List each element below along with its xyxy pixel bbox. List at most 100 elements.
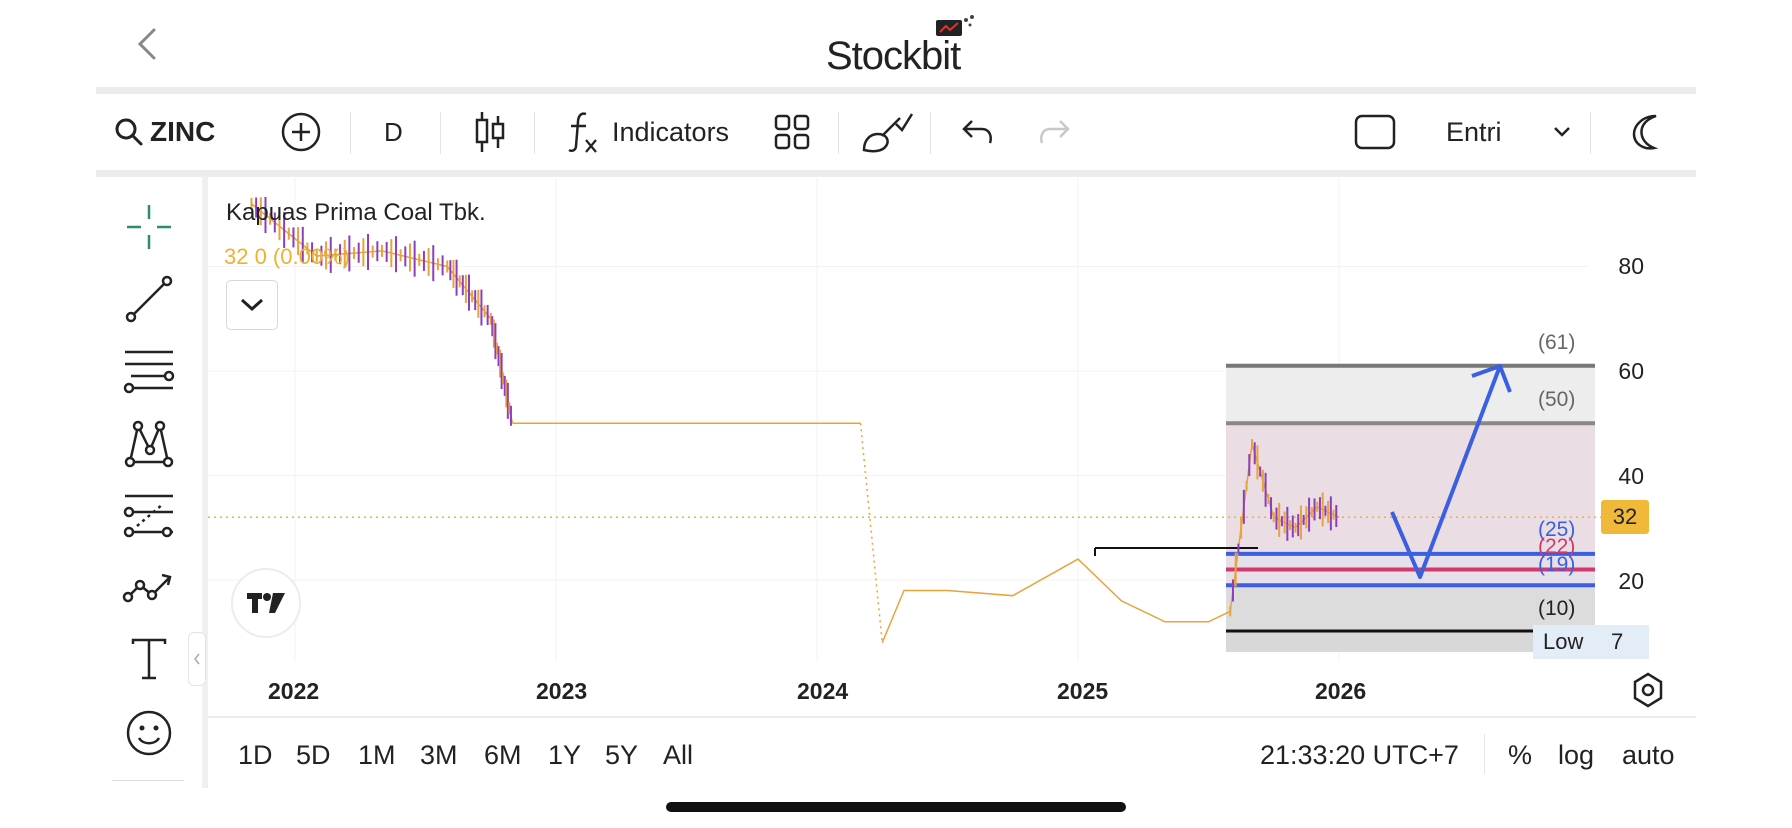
last-price-value: 32 [1612,504,1638,529]
toolbar-divider [350,112,351,154]
range-all[interactable]: All [663,740,694,770]
clock: 21:33:20 UTC+7 [1260,740,1459,770]
fib-label-50: (50) [1538,388,1576,411]
candlestick-icon [475,112,505,152]
layout-label: Entri [1446,116,1502,147]
price-line-2022 [251,203,514,424]
trend-line-tool[interactable] [118,268,180,330]
bottom-divider [1484,734,1485,774]
chart-area[interactable] [208,176,1696,716]
crosshair-icon [127,205,171,249]
interval-button[interactable]: D [384,96,403,168]
fib-label-10: (10) [1538,597,1576,620]
price-chart [208,176,1603,662]
fib-label-19: (19) [1538,553,1576,576]
path-icon [122,573,172,603]
toolbar-divider [534,112,535,154]
range-5y[interactable]: 5Y [605,740,639,770]
symbol-label: ZINC [150,116,216,147]
toolbar-divider [1590,112,1591,154]
low-value: 7 [1611,629,1624,654]
forecast-tool[interactable] [118,484,180,546]
pattern-tool[interactable] [118,412,180,474]
fib-retracement-icon [123,350,175,394]
projection-arrowhead [1471,364,1512,393]
grid-icon [774,114,810,150]
text-icon [131,638,167,680]
square-icon [1354,114,1396,150]
tradingview-logo[interactable] [231,568,301,638]
brush-check-icon [862,113,914,153]
back-button[interactable] [128,24,168,64]
crosshair-tool[interactable] [118,196,180,258]
range-3m[interactable]: 3M [420,740,458,770]
indicators-button[interactable]: Indicators [566,96,729,168]
chevron-left-small-icon [194,653,200,665]
fib-zone-61-50 [1226,365,1595,424]
x-label: 2025 [1057,678,1109,704]
tradingview-icon [247,593,285,613]
chart-type-button[interactable] [474,96,506,168]
compare-button[interactable] [280,96,322,168]
x-label: 2024 [797,678,849,704]
projection-arrow [1390,365,1502,579]
y-tick: 20 [1618,568,1644,594]
trend-line-icon [125,275,173,323]
range-6m[interactable]: 6M [484,740,522,770]
chevron-down-icon [240,298,264,312]
y-tick: 40 [1618,463,1644,489]
fib-zone-10-low [1226,632,1595,652]
undo-icon [962,120,992,144]
toolbar-divider [930,112,931,154]
y-tick: 60 [1618,358,1644,384]
pattern-icon [124,420,174,468]
log-toggle[interactable]: log [1558,740,1595,770]
sidebar-collapse-handle[interactable] [188,632,206,686]
axis-divider [208,716,1696,718]
sidebar-divider [202,176,208,788]
range-5d[interactable]: 5D [296,740,331,770]
x-label: 2022 [268,678,320,704]
fib-label-22: (22) [1538,535,1576,558]
symbol-search[interactable]: ZINC [114,96,215,168]
range-1m[interactable]: 1M [358,740,396,770]
range-1y[interactable]: 1Y [548,740,582,770]
axis-settings-button[interactable] [1628,670,1668,710]
drawings-toggle-button[interactable] [860,96,914,168]
chevron-down-icon [1553,127,1570,137]
add-circle-icon [281,112,321,152]
percent-toggle[interactable]: % [1508,740,1533,770]
path-tool[interactable] [118,556,180,618]
chart-title: Kapuas Prima Coal Tbk. [226,199,486,226]
toolbar-divider [838,112,839,154]
home-indicator [666,802,1126,812]
auto-toggle[interactable]: auto [1622,740,1675,770]
legend-collapse-button[interactable] [226,280,278,330]
emoji-tool[interactable] [118,702,180,764]
redo-button[interactable] [1036,96,1072,168]
brand-logo: Stockbit [822,14,982,78]
fib-tool[interactable] [118,340,180,402]
templates-button[interactable] [774,96,810,168]
emoji-icon [126,710,172,756]
fullscreen-button[interactable] [1354,96,1396,168]
range-1d[interactable]: 1D [238,740,273,770]
toolbar-divider-bottom [96,170,1696,177]
price-line-gap [859,423,883,643]
toolbar-divider [440,112,441,154]
search-icon [115,118,143,146]
last-price-badge: 32 [1601,500,1649,534]
chart-quote: 32 0 (0.00%) [224,244,350,269]
x-label: 2026 [1315,678,1367,704]
undo-button[interactable] [960,96,996,168]
function-icon [568,112,597,153]
sidebar-bottom-line [112,780,184,781]
theme-toggle-button[interactable] [1628,96,1668,168]
low-label: Low [1543,629,1584,654]
x-label: 2023 [536,678,588,704]
logo-chat-icon [936,15,974,36]
fib-label-61: (61) [1538,331,1576,354]
low-badge: Low 7 [1533,625,1649,659]
text-tool[interactable] [118,628,180,690]
layout-select[interactable]: Entri [1446,96,1572,168]
